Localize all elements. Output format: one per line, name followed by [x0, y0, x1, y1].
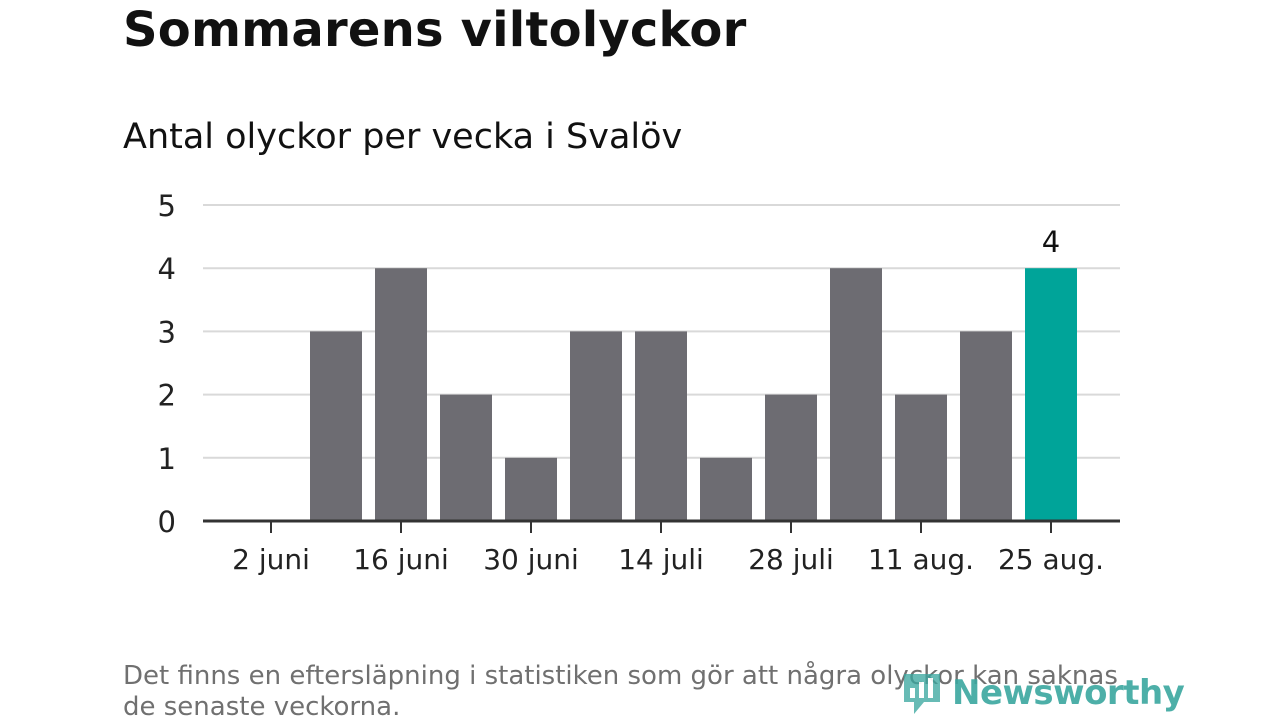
x-tick-label: 2 juni [232, 543, 310, 576]
x-tick-label: 30 juni [483, 543, 579, 576]
bar [700, 457, 752, 521]
bar [960, 331, 1012, 521]
x-tick-label: 25 aug. [998, 543, 1104, 576]
bar [505, 457, 557, 521]
bar [830, 268, 882, 521]
data-label: 4 [1042, 225, 1060, 259]
footnote: Det finns en eftersläpning i statistiken… [123, 661, 1118, 722]
bar [375, 268, 427, 521]
bar [765, 394, 817, 521]
x-tick-label: 28 juli [748, 543, 834, 576]
bar [570, 331, 622, 521]
x-tick-label: 14 juli [618, 543, 704, 576]
chart-subtitle: Antal olyckor per vecka i Svalöv [123, 117, 683, 157]
bar [895, 394, 947, 521]
y-tick-label: 2 [158, 379, 176, 413]
logo-text: Newsworthy [952, 673, 1185, 713]
y-tick-label: 1 [158, 442, 176, 476]
x-tick-label: 11 aug. [868, 543, 974, 576]
newsworthy-logo-icon [904, 674, 940, 714]
chart-title: Sommarens viltolyckor [123, 2, 747, 58]
x-tick-label: 16 juni [353, 543, 449, 576]
bar-highlight [1025, 268, 1077, 521]
bar [440, 394, 492, 521]
data-labels: 4 [1042, 225, 1060, 259]
y-tick-label: 0 [158, 505, 176, 539]
y-tick-label: 3 [158, 315, 176, 349]
y-tick-label: 5 [158, 189, 176, 223]
y-tick-label: 4 [158, 252, 176, 286]
y-axis-ticks: 0 1 2 3 4 5 [158, 189, 176, 539]
bars [310, 268, 1077, 521]
x-axis: 2 juni 16 juni 30 juni 14 juli 28 juli 11 aug… [203, 519, 1120, 576]
bar [310, 331, 362, 521]
newsworthy-logo: Newsworthy [900, 668, 1185, 718]
bar [635, 331, 687, 521]
